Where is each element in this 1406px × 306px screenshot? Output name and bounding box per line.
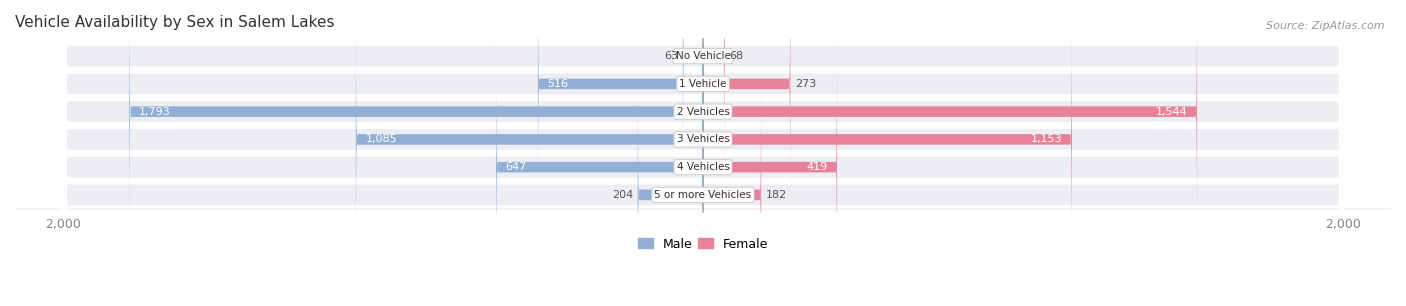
FancyBboxPatch shape bbox=[496, 34, 703, 300]
Text: Vehicle Availability by Sex in Salem Lakes: Vehicle Availability by Sex in Salem Lak… bbox=[15, 15, 335, 30]
FancyBboxPatch shape bbox=[683, 0, 703, 190]
FancyBboxPatch shape bbox=[129, 0, 703, 245]
FancyBboxPatch shape bbox=[63, 0, 1343, 306]
Text: 68: 68 bbox=[730, 51, 744, 61]
FancyBboxPatch shape bbox=[703, 0, 724, 190]
Text: 647: 647 bbox=[506, 162, 527, 172]
Text: 1,085: 1,085 bbox=[366, 134, 396, 144]
FancyBboxPatch shape bbox=[703, 6, 1071, 273]
Text: No Vehicle: No Vehicle bbox=[675, 51, 731, 61]
FancyBboxPatch shape bbox=[703, 34, 837, 300]
FancyBboxPatch shape bbox=[638, 62, 703, 306]
Text: 2 Vehicles: 2 Vehicles bbox=[676, 106, 730, 117]
FancyBboxPatch shape bbox=[703, 0, 790, 217]
Text: 182: 182 bbox=[766, 190, 787, 200]
Text: 1 Vehicle: 1 Vehicle bbox=[679, 79, 727, 89]
FancyBboxPatch shape bbox=[703, 0, 1197, 245]
FancyBboxPatch shape bbox=[703, 62, 761, 306]
Text: 516: 516 bbox=[547, 79, 568, 89]
FancyBboxPatch shape bbox=[63, 0, 1343, 306]
Text: 1,153: 1,153 bbox=[1031, 134, 1063, 144]
Text: 5 or more Vehicles: 5 or more Vehicles bbox=[654, 190, 752, 200]
Text: 419: 419 bbox=[806, 162, 828, 172]
FancyBboxPatch shape bbox=[63, 0, 1343, 306]
Text: 4 Vehicles: 4 Vehicles bbox=[676, 162, 730, 172]
FancyBboxPatch shape bbox=[356, 6, 703, 273]
Text: 63: 63 bbox=[664, 51, 678, 61]
Text: 273: 273 bbox=[796, 79, 817, 89]
FancyBboxPatch shape bbox=[538, 0, 703, 217]
FancyBboxPatch shape bbox=[63, 0, 1343, 306]
Text: 3 Vehicles: 3 Vehicles bbox=[676, 134, 730, 144]
Text: 1,793: 1,793 bbox=[139, 106, 170, 117]
Legend: Male, Female: Male, Female bbox=[633, 233, 773, 256]
FancyBboxPatch shape bbox=[63, 0, 1343, 306]
Text: 1,544: 1,544 bbox=[1156, 106, 1188, 117]
Text: Source: ZipAtlas.com: Source: ZipAtlas.com bbox=[1267, 21, 1385, 32]
Text: 204: 204 bbox=[612, 190, 633, 200]
FancyBboxPatch shape bbox=[63, 0, 1343, 306]
